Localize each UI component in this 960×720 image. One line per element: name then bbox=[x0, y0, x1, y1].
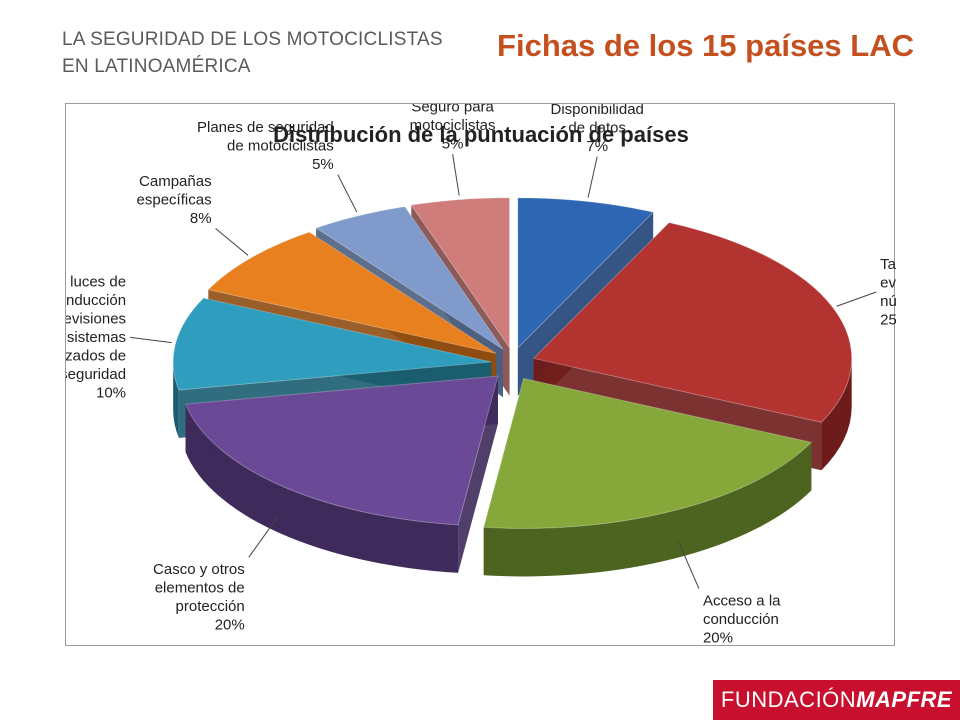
slice-label: Casco y otros elementos de protección 20% bbox=[153, 561, 245, 634]
leader-line bbox=[836, 291, 877, 307]
pie-slice bbox=[483, 377, 813, 577]
fundacion-mapfre-logo: FUNDACIÓN MAPFRE bbox=[713, 680, 960, 720]
leader-line bbox=[248, 516, 278, 558]
page-title: Fichas de los 15 países LAC bbox=[497, 28, 914, 63]
slice-label: Disponibilidad de datos 7% bbox=[551, 104, 644, 155]
pie-chart: Distribución de la puntuación de paísesD… bbox=[66, 104, 896, 646]
leader-line bbox=[678, 542, 700, 589]
pie-slice bbox=[184, 375, 499, 573]
slice-label: Motos: luces deconduccióndiurna, revisio… bbox=[66, 273, 126, 401]
logo-text-1: FUNDACIÓN bbox=[720, 687, 857, 712]
leader-line bbox=[587, 156, 598, 198]
leader-line bbox=[452, 154, 460, 196]
chart-area: Distribución de la puntuación de países D… bbox=[65, 103, 896, 646]
subtitle-line-1: LA SEGURIDAD DE LOS MOTOCICLISTAS bbox=[62, 29, 443, 50]
leader-line bbox=[337, 174, 358, 213]
chart-title: Distribución de la puntuación de países bbox=[273, 122, 689, 147]
slice-label: Planes de seguridad de motociclistas 5% bbox=[197, 119, 334, 173]
leader-line bbox=[215, 228, 249, 256]
slice-label: Tasa de fallecidos yevolución delnúmero … bbox=[880, 256, 896, 329]
subtitle-line-2: EN LATINOAMÉRICA bbox=[62, 56, 251, 77]
logo-text-2: MAPFRE bbox=[856, 687, 953, 712]
slice-label: Campañas específicas 8% bbox=[137, 173, 212, 227]
header-subtitle: LA SEGURIDAD DE LOS MOTOCICLISTAS EN LAT… bbox=[62, 26, 462, 80]
slice-label: Acceso a la conducción 20% bbox=[703, 592, 781, 646]
leader-line bbox=[129, 336, 172, 344]
slice-label: Seguro para motociclistas 5% bbox=[410, 104, 496, 153]
